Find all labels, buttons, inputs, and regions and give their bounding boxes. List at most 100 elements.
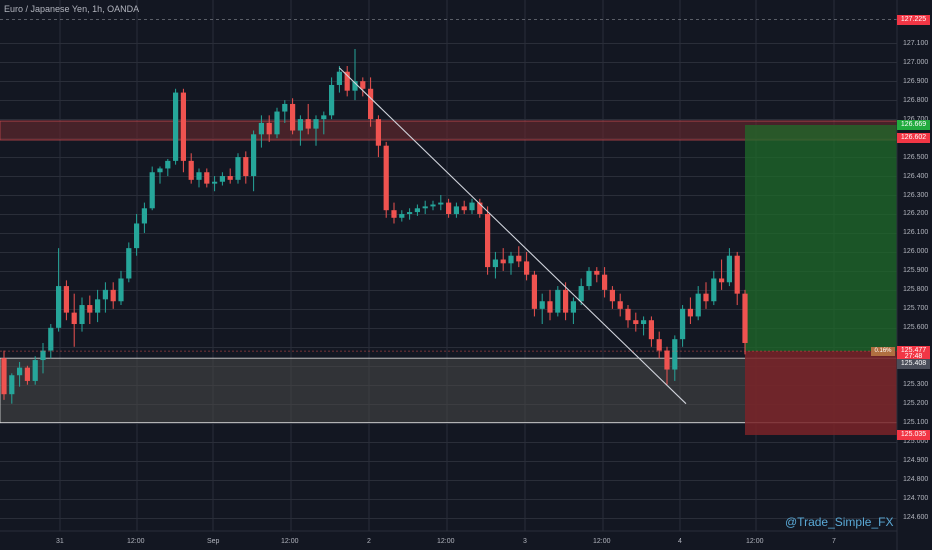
candle[interactable] bbox=[485, 206, 491, 275]
candle[interactable] bbox=[336, 66, 342, 93]
candle[interactable] bbox=[173, 88, 179, 165]
candle[interactable] bbox=[258, 115, 264, 148]
candle[interactable] bbox=[524, 251, 530, 281]
candle[interactable] bbox=[157, 166, 163, 184]
candle[interactable] bbox=[32, 356, 38, 385]
candle[interactable] bbox=[734, 251, 740, 306]
candle[interactable] bbox=[422, 200, 428, 214]
candle[interactable] bbox=[297, 115, 303, 146]
candle[interactable] bbox=[274, 107, 280, 139]
candle[interactable] bbox=[17, 361, 23, 387]
candle[interactable] bbox=[508, 251, 514, 275]
candle[interactable] bbox=[126, 242, 132, 283]
candle[interactable] bbox=[547, 289, 553, 321]
candle[interactable] bbox=[516, 246, 522, 268]
candle[interactable] bbox=[251, 130, 257, 192]
candle[interactable] bbox=[48, 324, 54, 359]
symbol-title[interactable]: Euro / Japanese Yen, 1h, OANDA bbox=[4, 4, 140, 14]
candle[interactable] bbox=[149, 166, 155, 211]
candle[interactable] bbox=[648, 316, 654, 347]
candle[interactable] bbox=[633, 312, 639, 332]
candle[interactable] bbox=[40, 342, 46, 374]
candle[interactable] bbox=[110, 282, 116, 309]
candle[interactable] bbox=[555, 286, 561, 317]
candle[interactable] bbox=[196, 168, 202, 188]
candle[interactable] bbox=[500, 248, 506, 271]
candle[interactable] bbox=[102, 282, 108, 313]
candle[interactable] bbox=[188, 153, 194, 184]
candle[interactable] bbox=[594, 267, 600, 283]
candle[interactable] bbox=[539, 293, 545, 325]
candle[interactable] bbox=[180, 88, 186, 173]
price-axis-panel[interactable] bbox=[897, 0, 932, 550]
candle[interactable] bbox=[672, 335, 678, 381]
candle[interactable] bbox=[352, 48, 358, 101]
take-profit-zone[interactable] bbox=[745, 125, 897, 352]
candle[interactable] bbox=[1, 350, 7, 400]
candle[interactable] bbox=[282, 100, 288, 123]
candle[interactable] bbox=[641, 316, 647, 336]
candle[interactable] bbox=[383, 141, 389, 218]
candle[interactable] bbox=[344, 66, 350, 97]
candle[interactable] bbox=[399, 210, 405, 222]
candle[interactable] bbox=[578, 278, 584, 306]
candle[interactable] bbox=[531, 270, 537, 317]
candle[interactable] bbox=[212, 176, 218, 192]
candle[interactable] bbox=[407, 208, 413, 220]
candle[interactable] bbox=[321, 111, 327, 135]
candle[interactable] bbox=[375, 115, 381, 158]
stop-loss-zone[interactable] bbox=[745, 351, 897, 435]
candle[interactable] bbox=[95, 289, 101, 323]
trendline[interactable] bbox=[339, 67, 687, 405]
candle[interactable] bbox=[625, 305, 631, 328]
candle[interactable] bbox=[742, 289, 748, 355]
candle[interactable] bbox=[227, 168, 233, 184]
candle[interactable] bbox=[695, 286, 701, 321]
candle[interactable] bbox=[656, 331, 662, 359]
candle[interactable] bbox=[71, 293, 77, 347]
candle[interactable] bbox=[492, 251, 498, 279]
candle[interactable] bbox=[719, 259, 725, 290]
candle[interactable] bbox=[586, 267, 592, 290]
candle[interactable] bbox=[726, 248, 732, 287]
candle[interactable] bbox=[360, 77, 366, 97]
candle[interactable] bbox=[563, 282, 569, 321]
candle[interactable] bbox=[687, 297, 693, 325]
candle[interactable] bbox=[290, 98, 296, 135]
candle[interactable] bbox=[703, 282, 709, 309]
candle[interactable] bbox=[305, 103, 311, 135]
candle[interactable] bbox=[602, 267, 608, 298]
candle[interactable] bbox=[24, 365, 30, 385]
candle[interactable] bbox=[79, 297, 85, 332]
candle[interactable] bbox=[219, 172, 225, 186]
candle[interactable] bbox=[235, 153, 241, 184]
candle[interactable] bbox=[680, 305, 686, 347]
candle[interactable] bbox=[134, 213, 140, 256]
candle[interactable] bbox=[313, 115, 319, 146]
candle[interactable] bbox=[87, 295, 93, 325]
candle[interactable] bbox=[118, 270, 124, 306]
candle[interactable] bbox=[391, 202, 397, 224]
candle[interactable] bbox=[438, 195, 444, 211]
candle[interactable] bbox=[446, 198, 452, 218]
candle[interactable] bbox=[204, 168, 210, 188]
candle[interactable] bbox=[329, 77, 335, 120]
candle[interactable] bbox=[711, 270, 717, 306]
candle[interactable] bbox=[9, 373, 15, 404]
candle[interactable] bbox=[430, 200, 436, 211]
candle[interactable] bbox=[414, 204, 420, 216]
candle[interactable] bbox=[63, 280, 69, 321]
candle[interactable] bbox=[570, 297, 576, 325]
candle[interactable] bbox=[617, 293, 623, 317]
candle[interactable] bbox=[56, 248, 62, 332]
candle[interactable] bbox=[461, 200, 467, 214]
candle[interactable] bbox=[664, 346, 670, 385]
candle[interactable] bbox=[477, 198, 483, 218]
candle[interactable] bbox=[469, 198, 475, 214]
candle[interactable] bbox=[243, 151, 249, 184]
candle[interactable] bbox=[453, 202, 459, 218]
candle[interactable] bbox=[368, 77, 374, 127]
candle[interactable] bbox=[609, 286, 615, 309]
candle[interactable] bbox=[165, 158, 171, 177]
